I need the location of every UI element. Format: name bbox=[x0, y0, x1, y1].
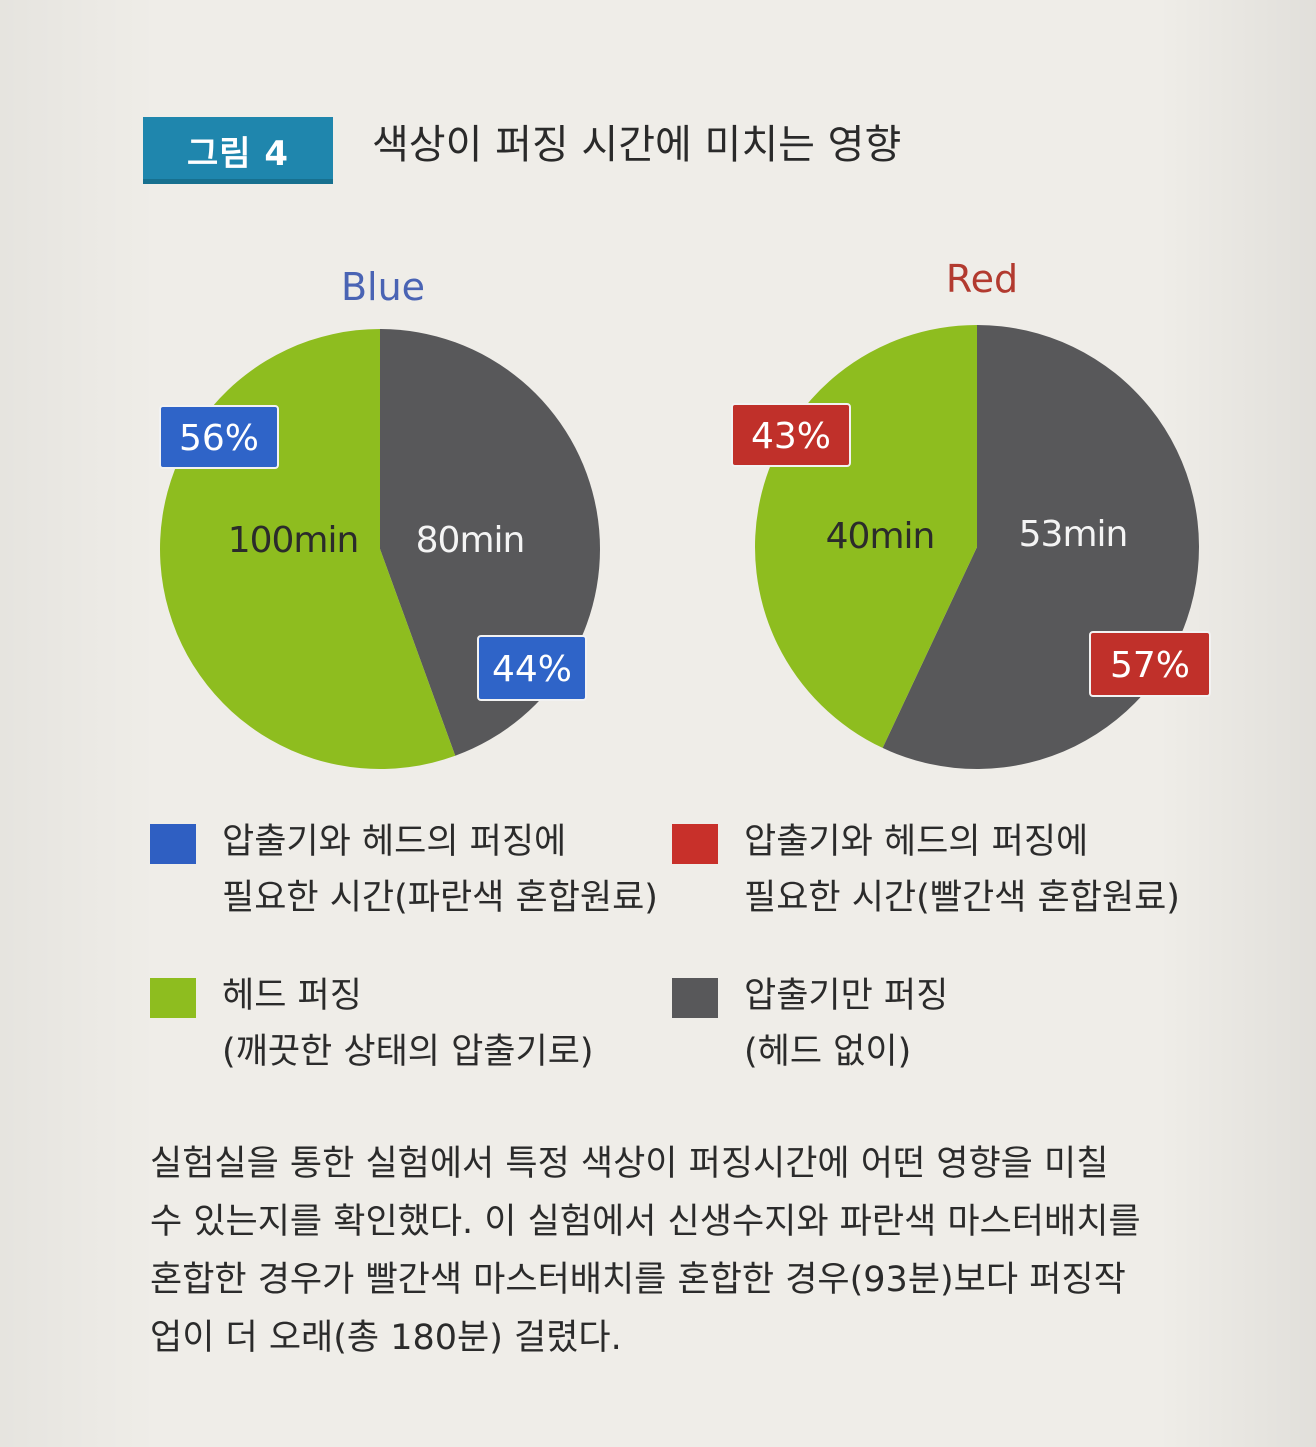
legend-text-red: 압출기와 헤드의 퍼징에 필요한 시간(빨간색 혼합원료) bbox=[744, 814, 1180, 926]
legend-swatch-green bbox=[150, 978, 196, 1018]
legend-text-gray: 압출기만 퍼징 (헤드 없이) bbox=[744, 968, 948, 1080]
percent-badge: 56% bbox=[159, 405, 279, 469]
legend-text-green: 헤드 퍼징 (깨끗한 상태의 압출기로) bbox=[222, 968, 594, 1080]
legend-line: 압출기만 퍼징 bbox=[744, 976, 949, 1016]
slice-label: 80min bbox=[416, 520, 525, 561]
percent-label: 44% bbox=[492, 649, 572, 690]
legend-line: (깨끗한 상태의 압출기로) bbox=[222, 1032, 594, 1072]
legend-swatch-blue bbox=[150, 824, 196, 864]
legend-line: 압출기와 헤드의 퍼징에 bbox=[744, 822, 1089, 862]
percent-badge-bg bbox=[731, 403, 851, 467]
pie-chart-red: Red 53min 40min 57% 43% bbox=[731, 257, 1211, 769]
legend-line: 필요한 시간(파란색 혼합원료) bbox=[222, 878, 658, 918]
caption-line: 실험실을 통한 실험에서 특정 색상이 퍼징시간에 어떤 영향을 미칠 bbox=[150, 1144, 1109, 1184]
legend-item-red: 압출기와 헤드의 퍼징에 필요한 시간(빨간색 혼합원료) bbox=[672, 814, 1180, 926]
percent-label: 57% bbox=[1110, 645, 1190, 686]
slice-label: 100min bbox=[228, 520, 359, 561]
pie-chart-blue: Blue 80min 100min 44% 56% bbox=[159, 265, 600, 769]
figure-badge: 그림 4 bbox=[143, 117, 333, 183]
percent-badge: 43% bbox=[731, 403, 851, 467]
slice-label: 53min bbox=[1019, 514, 1128, 555]
figure-title: 색상이 퍼징 시간에 미치는 영향 bbox=[372, 122, 902, 168]
legend-line: 압출기와 헤드의 퍼징에 bbox=[222, 822, 567, 862]
percent-label: 43% bbox=[751, 416, 831, 457]
caption-line: 혼합한 경우가 빨간색 마스터배치를 혼합한 경우(93분)보다 퍼징작 bbox=[150, 1260, 1126, 1300]
pie-charts: Blue 80min 100min 44% 56% Red 53min 40min 57% 43… bbox=[159, 257, 1211, 769]
percent-badge-bg bbox=[159, 405, 279, 469]
slice-label: 40min bbox=[826, 516, 935, 557]
legend-item-green: 헤드 퍼징 (깨끗한 상태의 압출기로) bbox=[150, 968, 594, 1080]
percent-badge: 44% bbox=[477, 635, 587, 701]
legend-line: (헤드 없이) bbox=[744, 1032, 912, 1072]
pie-title: Blue bbox=[341, 265, 425, 309]
percent-badge-bg bbox=[1089, 631, 1211, 697]
percent-label: 56% bbox=[179, 418, 259, 459]
percent-badge: 57% bbox=[1089, 631, 1211, 697]
legend-swatch-red bbox=[672, 824, 718, 864]
caption-line: 업이 더 오래(총 180분) 걸렸다. bbox=[150, 1318, 622, 1358]
legend-line: 필요한 시간(빨간색 혼합원료) bbox=[744, 878, 1180, 918]
legend-text-blue: 압출기와 헤드의 퍼징에 필요한 시간(파란색 혼합원료) bbox=[222, 814, 658, 926]
legend-item-gray: 압출기만 퍼징 (헤드 없이) bbox=[672, 968, 948, 1080]
legend-swatch-gray bbox=[672, 978, 718, 1018]
legend-item-blue: 압출기와 헤드의 퍼징에 필요한 시간(파란색 혼합원료) bbox=[150, 814, 658, 926]
figure-badge-strip bbox=[143, 179, 333, 184]
percent-badge-bg bbox=[477, 635, 587, 701]
pie-title: Red bbox=[946, 257, 1018, 301]
legend-line: 헤드 퍼징 bbox=[222, 976, 362, 1016]
caption-line: 수 있는지를 확인했다. 이 실험에서 신생수지와 파란색 마스터배치를 bbox=[150, 1202, 1141, 1242]
figure-caption: 실험실을 통한 실험에서 특정 색상이 퍼징시간에 어떤 영향을 미칠 수 있는… bbox=[150, 1135, 1210, 1367]
